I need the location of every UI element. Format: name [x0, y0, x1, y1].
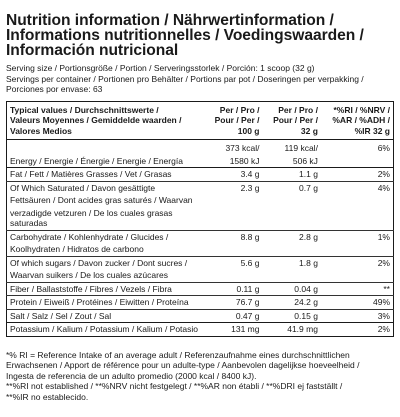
nutrient-ri: 3%	[320, 308, 394, 323]
table-row: Carbohydrate / Kohlenhydrate / Glucides …	[6, 229, 394, 243]
nutrient-value-32g: 1.1 g	[262, 167, 321, 181]
nutrient-label: Fiber / Ballaststoffe / Fibres / Vezels …	[6, 281, 205, 296]
nutrient-ri	[321, 207, 394, 231]
table-row: Fat / Fett / Matières Grasses / Vet / Gr…	[6, 167, 394, 181]
table-row: Of which sugars / Davon zucker / Dont su…	[6, 255, 394, 269]
nutrient-value-32g	[262, 194, 320, 207]
nutrient-value-32g: 0.15 g	[262, 308, 321, 323]
nutrient-ri: 1%	[320, 229, 394, 243]
header-typical-values: Typical values / Durchschnittswerte / Va…	[6, 101, 205, 140]
nutrient-ri	[321, 194, 394, 207]
nutrient-value-32g	[262, 243, 320, 256]
nutrient-ri: 2%	[320, 322, 394, 336]
header-per-100g: Per / Pro / Pour / Per / 100 g	[204, 101, 263, 140]
nutrient-value-32g	[262, 207, 320, 231]
nutrient-ri: 2%	[320, 167, 394, 181]
nutrient-value-100g	[204, 269, 262, 282]
nutrient-label: Potassium / Kalium / Potassium / Kalium …	[6, 322, 205, 336]
nutrient-value-100g: 5.6 g	[204, 255, 263, 269]
serving-size: Serving size / Portionsgröße / Portion /…	[6, 63, 315, 73]
nutrient-value-32g	[262, 269, 320, 282]
nutrient-value-100g	[204, 207, 262, 231]
serving-info: Serving size / Portionsgröße / Portion /…	[6, 63, 394, 95]
table-row: Fettsäuren / Dont acides gras saturés / …	[7, 194, 394, 207]
nutrient-label: Of which sugars / Davon zucker / Dont su…	[6, 255, 205, 269]
nutrient-rows: Fat / Fett / Matières Grasses / Vet / Gr…	[6, 167, 394, 336]
nutrient-label: Koolhydraten / Hidratos de carbono	[10, 244, 144, 254]
nutrient-label: Protein / Eiweiß / Protéines / Eiwitten …	[6, 295, 205, 309]
nutrient-value-100g: 2.3 g	[204, 180, 263, 194]
footnote-line: *% RI = Reference Intake of an average a…	[6, 349, 350, 360]
energy-row-kj: Energy / Energie / Énergie / Energie / E…	[7, 155, 394, 168]
table-row: Protein / Eiweiß / Protéines / Eiwitten …	[6, 295, 394, 309]
nutrient-ri	[321, 243, 394, 256]
servings-per-container-cont: Porciones por envase: 63	[6, 84, 103, 94]
table-row: Fiber / Ballaststoffe / Fibres / Vezels …	[6, 281, 394, 296]
nutrient-value-100g: 3.4 g	[204, 167, 263, 181]
nutrient-value-100g: 0.11 g	[204, 281, 263, 296]
energy-row-kcal: 373 kcal/ 119 kcal/ 6%	[7, 140, 394, 155]
nutrient-ri: 4%	[320, 180, 394, 194]
nutrient-value-32g: 0.7 g	[262, 180, 321, 194]
table-row: Salt / Salz / Sel / Zout / Sal 0.47 g 0.15…	[6, 308, 394, 323]
table-row: Waarvan suikers / De los cuales azúcares	[7, 269, 394, 282]
nutrient-value-100g: 131 mg	[204, 322, 263, 336]
nutrient-label: Fettsäuren / Dont acides gras saturés / …	[10, 195, 193, 205]
nutrient-value-32g: 24.2 g	[262, 295, 321, 309]
nutrient-ri: **	[320, 281, 394, 296]
energy-kcal-32g: 119 kcal/	[284, 143, 318, 153]
footnote-line: Ingesta de referencia de un adulto prome…	[6, 370, 257, 381]
nutrient-label: verzadigde vetzuren / De los cuales gras…	[10, 207, 173, 229]
nutrient-label: Fat / Fett / Matières Grasses / Vet / Gr…	[6, 167, 205, 181]
header-per-32g: Per / Pro / Pour / Per / 32 g	[262, 101, 321, 140]
nutrient-value-100g: 76.7 g	[204, 295, 263, 309]
nutrient-label: Waarvan suikers / De los cuales azúcares	[10, 270, 168, 280]
nutrient-value-100g: 0.47 g	[204, 308, 263, 323]
nutrient-value-32g: 0.04 g	[262, 281, 321, 296]
footnotes: *% RI = Reference Intake of an average a…	[6, 350, 394, 403]
nutrient-value-32g: 2.8 g	[262, 229, 321, 243]
table-row: verzadigde vetzuren / De los cuales gras…	[7, 207, 394, 231]
energy-ri-spacer	[321, 155, 394, 168]
footnote-line: Erwachsenen / Apport de référence pour u…	[6, 360, 360, 370]
energy-kcal-100g: 373 kcal/	[225, 143, 260, 153]
nutrient-value-100g	[204, 194, 262, 207]
servings-per-container: Servings per container / Portionen pro B…	[6, 73, 364, 84]
nutrient-value-32g: 1.8 g	[262, 255, 321, 269]
nutrition-table: Typical values / Durchschnittswerte / Va…	[6, 100, 394, 337]
nutrient-ri: 2%	[320, 255, 394, 269]
footnote-line: **%RI not established / **%NRV nicht fes…	[6, 381, 343, 391]
nutrient-ri: 49%	[320, 295, 394, 309]
table-row: Koolhydraten / Hidratos de carbono	[7, 243, 394, 256]
nutrient-label: Salt / Salz / Sel / Zout / Sal	[6, 308, 205, 323]
energy-label-spacer	[7, 140, 205, 155]
table-row: Of Which Saturated / Davon gesättigte 2.3…	[6, 180, 394, 194]
nutrient-value-100g: 8.8 g	[204, 229, 263, 243]
nutrient-value-100g	[204, 243, 262, 256]
nutrient-ri	[321, 269, 394, 282]
nutrient-label: Carbohydrate / Kohlenhydrate / Glucides …	[6, 229, 205, 243]
table-row: Potassium / Kalium / Potassium / Kalium …	[6, 322, 394, 336]
table-header: Typical values / Durchschnittswerte / Va…	[6, 101, 394, 140]
energy-kj-32g: 506 kJ	[292, 155, 318, 166]
nutrient-value-32g: 41.9 mg	[262, 322, 321, 336]
header-ri: *%RI / %NRV / %AR / %ADH / %IR 32 g	[320, 101, 394, 140]
page-title: Nutrition information / Nährwertinformat…	[6, 12, 364, 59]
energy-kj-100g: 1580 kJ	[229, 155, 260, 166]
energy-ri: 6%	[377, 143, 390, 153]
energy-label: Energy / Energie / Énergie / Energie / E…	[10, 155, 183, 166]
footnote-line: **%IR no establecido.	[6, 391, 89, 402]
nutrient-label: Of Which Saturated / Davon gesättigte	[6, 180, 205, 194]
